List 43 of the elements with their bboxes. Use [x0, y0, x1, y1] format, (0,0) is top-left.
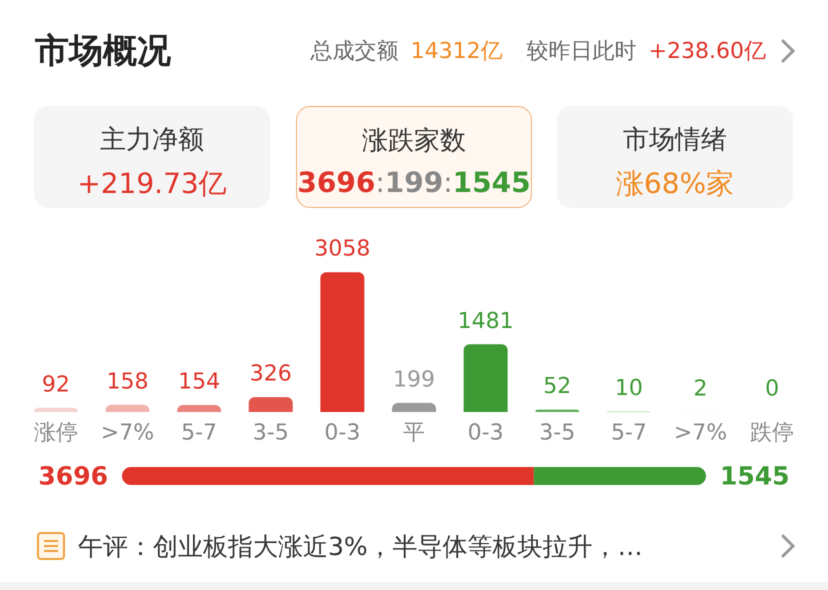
text: 较昨日此时: [526, 39, 637, 64]
bar: [177, 404, 222, 412]
bar: [320, 272, 364, 412]
text: +219.73亿: [76, 166, 228, 202]
x-tick-label: 0-3: [324, 420, 360, 446]
data-label: 3058: [314, 236, 370, 262]
data-label: 1545: [720, 462, 790, 490]
data-label: 199: [393, 367, 435, 392]
x-tick-label: 5-7: [610, 420, 647, 446]
data-label: 2: [694, 376, 708, 402]
data-label: 154: [178, 369, 220, 394]
x-tick-label: >7%: [100, 420, 154, 446]
data-label: 52: [543, 374, 572, 400]
data-label: 1481: [458, 308, 514, 334]
bar: [34, 408, 78, 412]
x-tick-label: 3-5: [252, 420, 289, 446]
x-tick-label: 涨停: [34, 420, 78, 446]
text: +238.60亿: [648, 39, 766, 64]
x-tick-label: 跌停: [750, 420, 794, 446]
bar: [464, 344, 508, 412]
text: 主力净额: [99, 124, 205, 157]
x-tick-label: >7%: [674, 420, 728, 446]
data-label: 0: [765, 376, 780, 402]
data-label: 3696: [38, 462, 108, 490]
text: 市场情绪: [622, 124, 728, 157]
chart-title: 市场概况: [35, 30, 171, 73]
x-tick-label: 平: [403, 420, 425, 446]
data-label: 326: [250, 362, 292, 387]
data-label: 10: [614, 376, 643, 402]
bar: [392, 402, 436, 412]
data-label: 92: [42, 372, 70, 398]
text: 总成交额: [310, 39, 399, 64]
x-tick-label: 3-5: [539, 420, 576, 446]
text: 3696:199:1545: [297, 166, 531, 199]
x-tick-label: 5-7: [181, 420, 218, 446]
text: 14312亿: [410, 39, 503, 64]
text: 午评：创业板指大涨近3%，半导体等板块拉升，…: [78, 531, 643, 563]
text: 涨68%家: [614, 166, 736, 202]
x-tick-label: 0-3: [468, 420, 504, 446]
bar: [248, 397, 293, 412]
data-label: 158: [106, 369, 148, 394]
bar: [105, 404, 150, 412]
text: 涨跌家数: [361, 125, 467, 158]
